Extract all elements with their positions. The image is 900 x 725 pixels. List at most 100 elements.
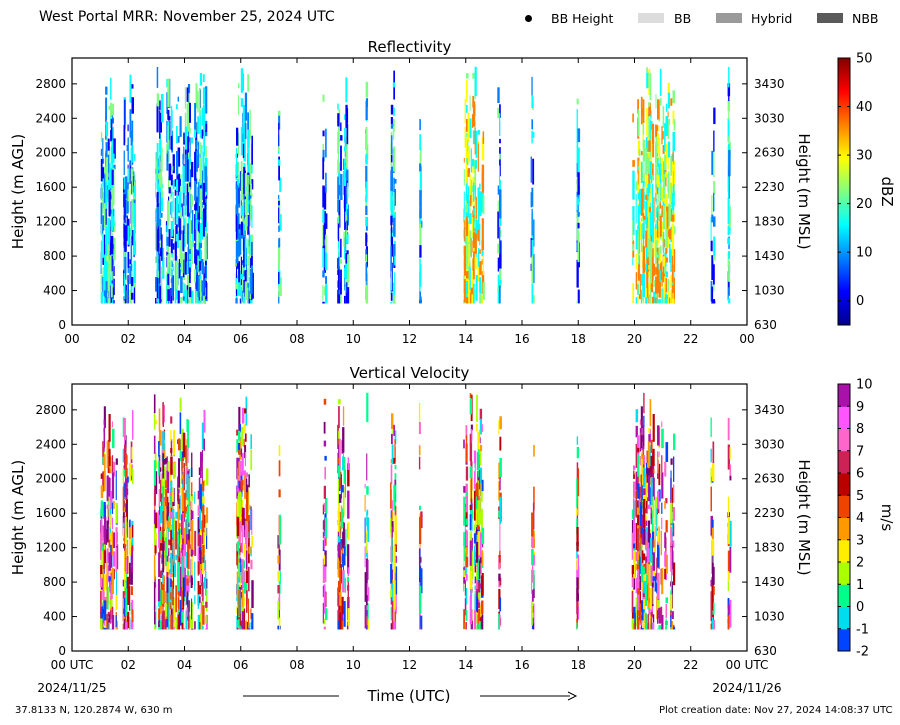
echo-mark — [648, 236, 651, 260]
echo-mark — [182, 432, 186, 458]
echo-mark — [343, 572, 345, 588]
echo-mark — [278, 156, 280, 181]
echo-mark — [159, 243, 161, 252]
echo-mark — [106, 441, 109, 469]
echo-mark — [498, 573, 501, 581]
echo-mark — [394, 555, 397, 563]
echo-mark — [325, 172, 327, 193]
echo-mark — [390, 225, 392, 252]
echo-mark — [652, 552, 655, 571]
echo-mark — [161, 197, 164, 211]
echo-mark — [182, 282, 185, 291]
echo-mark — [393, 580, 396, 610]
echo-mark — [645, 194, 648, 200]
echo-mark — [162, 486, 164, 511]
echo-mark — [166, 462, 169, 471]
echo-mark — [419, 534, 421, 562]
echo-mark — [471, 270, 475, 289]
echo-mark — [322, 94, 325, 102]
echo-mark — [182, 259, 185, 278]
echo-mark — [243, 135, 246, 162]
echo-mark — [250, 608, 252, 619]
echo-mark — [243, 122, 246, 143]
echo-mark — [463, 220, 465, 242]
echo-mark — [639, 419, 641, 425]
echo-mark — [713, 181, 716, 195]
echo-mark — [171, 508, 175, 539]
echo-mark — [165, 591, 167, 603]
echo-mark — [479, 437, 481, 444]
echo-mark — [323, 555, 326, 565]
echo-mark — [338, 302, 341, 304]
echo-mark — [184, 217, 187, 244]
echo-mark — [197, 553, 201, 559]
echo-mark — [645, 201, 648, 225]
echo-mark — [499, 597, 502, 612]
echo-mark — [648, 282, 651, 289]
echo-mark — [346, 233, 349, 244]
echo-mark — [102, 441, 105, 465]
echo-mark — [110, 599, 113, 609]
echo-mark — [640, 528, 644, 534]
echo-mark — [576, 462, 579, 481]
echo-mark — [108, 143, 111, 162]
echo-field — [100, 392, 732, 630]
x-tick-label: 00 — [739, 332, 754, 346]
echo-mark — [278, 535, 281, 554]
echo-mark — [236, 283, 239, 289]
echo-mark — [338, 548, 340, 558]
echo-mark — [200, 613, 203, 630]
echo-mark — [672, 90, 675, 104]
echo-mark — [161, 611, 163, 624]
echo-mark — [532, 623, 535, 630]
y-axis-label: Height (m AGL) — [9, 134, 27, 249]
echo-mark — [671, 611, 674, 619]
echo-mark — [342, 553, 344, 581]
echo-mark — [111, 568, 114, 595]
echo-mark — [156, 191, 159, 203]
echo-mark — [166, 143, 168, 154]
echo-mark — [206, 468, 209, 486]
echo-mark — [250, 183, 252, 196]
echo-mark — [169, 464, 172, 487]
echo-mark — [104, 612, 107, 630]
echo-mark — [176, 195, 179, 218]
echo-mark — [646, 201, 649, 226]
echo-mark — [710, 486, 712, 512]
echo-mark — [183, 567, 186, 597]
echo-mark — [672, 151, 674, 165]
echo-mark — [664, 568, 666, 580]
echo-mark — [168, 578, 170, 585]
echo-mark — [577, 211, 580, 217]
echo-mark — [637, 283, 639, 295]
echo-mark — [649, 587, 652, 610]
echo-mark — [108, 614, 110, 623]
echo-mark — [638, 499, 641, 512]
echo-mark — [279, 177, 282, 192]
echo-mark — [642, 273, 646, 297]
echo-mark — [419, 291, 421, 304]
echo-mark — [246, 570, 248, 583]
echo-mark — [155, 181, 157, 198]
echo-mark — [646, 562, 648, 575]
echo-mark — [176, 260, 179, 290]
echo-mark — [161, 212, 163, 218]
echo-mark — [638, 567, 641, 594]
echo-mark — [167, 201, 170, 222]
echo-mark — [102, 546, 104, 565]
echo-mark — [204, 202, 207, 227]
echo-mark — [177, 530, 179, 556]
echo-mark — [241, 559, 244, 583]
echo-mark — [244, 224, 246, 252]
echo-mark — [103, 616, 105, 626]
echo-mark — [670, 182, 673, 207]
echo-mark — [533, 486, 535, 511]
echo-mark — [340, 564, 342, 584]
echo-mark — [204, 279, 206, 299]
y-tick-label: 2000 — [35, 472, 66, 486]
echo-mark — [479, 556, 482, 564]
echo-mark — [652, 622, 654, 630]
echo-mark — [419, 548, 421, 579]
echo-mark — [390, 301, 393, 304]
echo-mark — [184, 87, 187, 109]
